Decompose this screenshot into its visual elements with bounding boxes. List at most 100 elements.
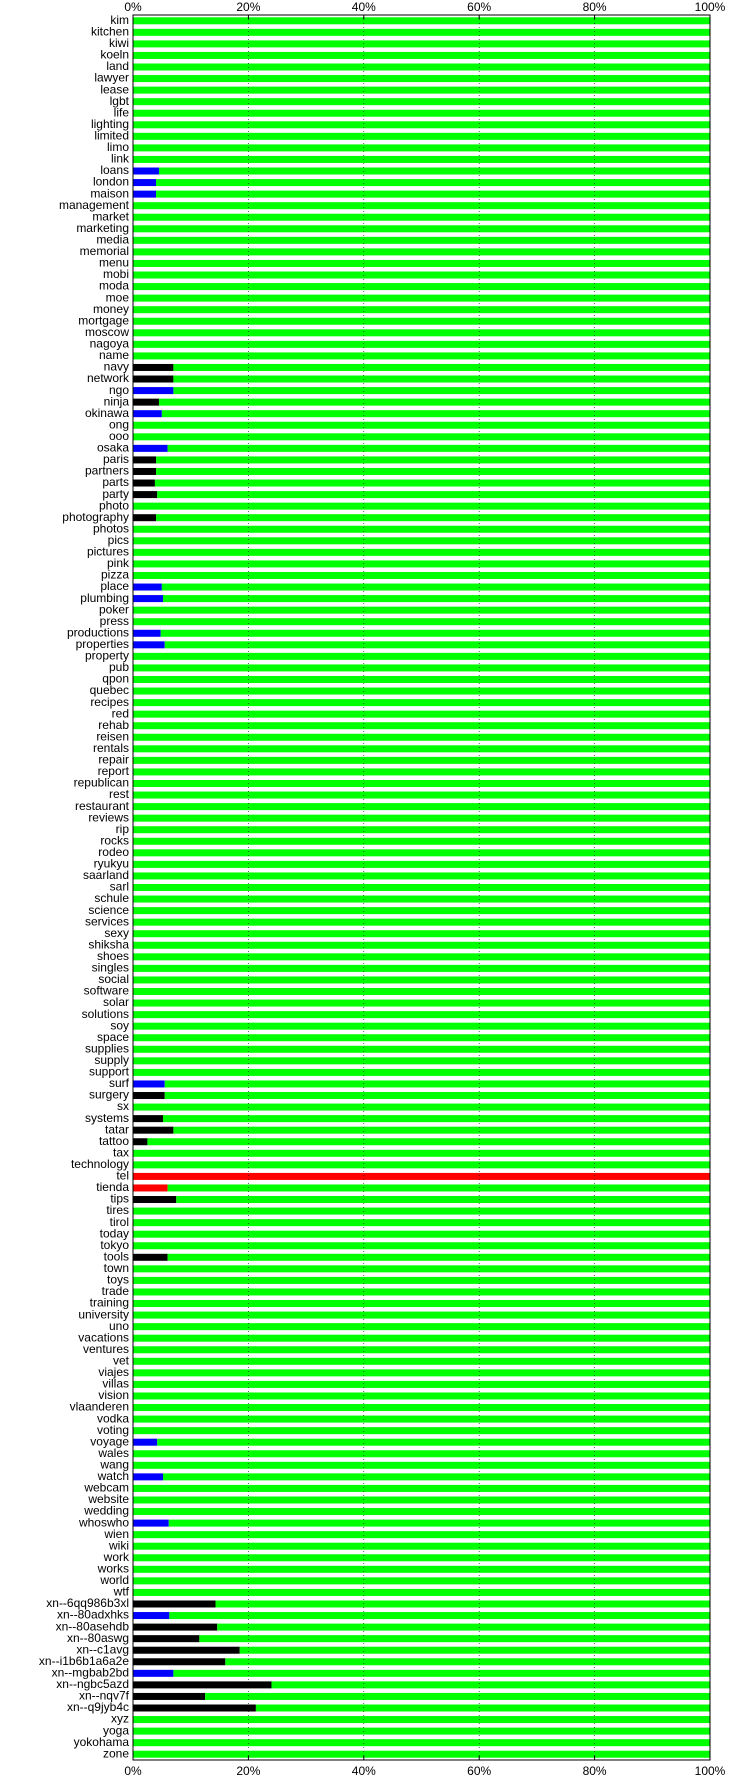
plot-frame bbox=[132, 14, 711, 1761]
bar-segment bbox=[133, 571, 710, 579]
bar-segment bbox=[133, 1149, 710, 1157]
bar-segment bbox=[173, 1669, 710, 1677]
bar-segment bbox=[176, 1196, 710, 1204]
bar-segment bbox=[133, 1727, 710, 1735]
y-tick-label: red bbox=[112, 706, 129, 720]
y-tick-label: name bbox=[99, 348, 129, 362]
bar-segment bbox=[160, 629, 711, 637]
y-tick-label: xn--6qq986b3xl bbox=[46, 1596, 129, 1610]
bar-segment bbox=[133, 1080, 165, 1088]
bar-segment bbox=[133, 1288, 710, 1296]
y-tick-label: science bbox=[88, 903, 129, 917]
y-tick-label: tatar bbox=[105, 1122, 129, 1136]
y-tick-label: ong bbox=[109, 417, 129, 431]
y-tick-label: vlaanderen bbox=[70, 1400, 129, 1414]
bar-segment bbox=[239, 1646, 710, 1654]
bar-segment bbox=[133, 1311, 710, 1319]
bar-segment bbox=[133, 17, 710, 25]
bar-segment bbox=[133, 733, 710, 741]
y-tick-label: rest bbox=[109, 787, 130, 801]
bar-segment bbox=[133, 895, 710, 903]
y-tick-label: limo bbox=[107, 140, 129, 154]
x-tick-label: 0% bbox=[124, 1764, 142, 1778]
bar-segment bbox=[163, 595, 710, 603]
bar-segment bbox=[133, 410, 162, 418]
y-tick-label: limited bbox=[94, 129, 129, 143]
y-tick-label: wtf bbox=[113, 1585, 130, 1599]
bar-segment bbox=[133, 1577, 710, 1585]
bar-segment bbox=[133, 791, 710, 799]
y-tick-label: wales bbox=[97, 1446, 129, 1460]
bar-segment bbox=[133, 652, 710, 660]
y-tick-label: london bbox=[93, 175, 129, 189]
bar-segment bbox=[271, 1681, 710, 1689]
bar-segment bbox=[156, 467, 710, 475]
y-tick-label: photo bbox=[99, 498, 129, 512]
bar-segment bbox=[161, 410, 711, 418]
y-tick-label: xn--80asehdb bbox=[56, 1619, 130, 1633]
bar-segment bbox=[133, 1635, 200, 1643]
bar-segment bbox=[133, 294, 710, 302]
bar-segment bbox=[133, 1427, 710, 1435]
bar-segment bbox=[133, 248, 710, 256]
bar-segment bbox=[133, 1380, 710, 1388]
y-tick-label: restaurant bbox=[75, 799, 130, 813]
y-tick-label: vision bbox=[98, 1388, 129, 1402]
y-tick-label: tokyo bbox=[100, 1238, 129, 1252]
bar-segment bbox=[133, 1068, 710, 1076]
y-tick-label: wien bbox=[103, 1527, 129, 1541]
x-tick-label: 100% bbox=[695, 0, 726, 14]
x-tick-label: 20% bbox=[236, 1764, 260, 1778]
y-tick-label: sarl bbox=[110, 880, 129, 894]
bar-segment bbox=[133, 745, 710, 753]
bar-segment bbox=[133, 202, 710, 210]
bar-segment bbox=[167, 1253, 710, 1261]
bar-segment bbox=[173, 375, 710, 383]
bar-segment bbox=[133, 259, 710, 267]
bar-segment bbox=[133, 756, 710, 764]
bar-segment bbox=[133, 1692, 206, 1700]
y-tick-label: productions bbox=[67, 625, 129, 639]
bar-segment bbox=[164, 1080, 711, 1088]
bar-segment bbox=[133, 884, 710, 891]
bar-segment bbox=[133, 1450, 710, 1458]
y-tick-label: voting bbox=[97, 1423, 129, 1437]
y-tick-label: management bbox=[59, 198, 130, 212]
y-tick-label: tienda bbox=[96, 1180, 129, 1194]
bar-segment bbox=[133, 479, 155, 487]
bar-segment bbox=[133, 1126, 174, 1134]
y-tick-label: pink bbox=[107, 556, 130, 570]
y-tick-label: moe bbox=[106, 290, 130, 304]
y-tick-label: mortgage bbox=[78, 313, 129, 327]
bar-segment bbox=[133, 271, 710, 279]
y-tick-label: saarland bbox=[83, 868, 129, 882]
bar-segment bbox=[133, 167, 159, 175]
y-tick-label: wedding bbox=[83, 1504, 129, 1518]
y-tick-label: lgbt bbox=[110, 94, 130, 108]
y-tick-label: media bbox=[96, 233, 129, 247]
y-tick-label: toys bbox=[107, 1273, 129, 1287]
y-tick-label: surf bbox=[109, 1076, 130, 1090]
bar-segment bbox=[133, 1115, 164, 1123]
bar-segment bbox=[133, 1542, 710, 1550]
bar-segment bbox=[133, 352, 710, 360]
y-tick-label: party bbox=[102, 487, 129, 501]
y-tick-label: qpon bbox=[102, 672, 129, 686]
y-tick-label: land bbox=[106, 59, 129, 73]
y-tick-label: tirol bbox=[110, 1215, 129, 1229]
bar-segment bbox=[133, 75, 710, 83]
bar-segment bbox=[133, 86, 710, 94]
bar-segment bbox=[133, 1438, 158, 1446]
y-tick-label: memorial bbox=[80, 244, 129, 258]
y-tick-label: pics bbox=[108, 533, 129, 547]
y-tick-label: xn--mgbab2bd bbox=[52, 1665, 129, 1679]
y-tick-label: menu bbox=[99, 256, 129, 270]
bar-segment bbox=[133, 98, 710, 106]
x-tick-label: 0% bbox=[124, 0, 142, 14]
y-tick-label: viajes bbox=[98, 1365, 129, 1379]
bar-segment bbox=[133, 1300, 710, 1308]
x-tick-label: 100% bbox=[695, 1764, 726, 1778]
x-tick-label: 20% bbox=[236, 0, 260, 14]
bar-segment bbox=[133, 467, 157, 475]
